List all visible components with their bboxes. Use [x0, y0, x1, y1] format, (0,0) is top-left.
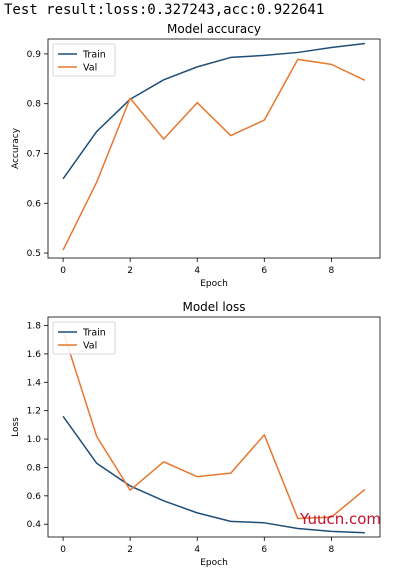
x-tick-label: 0 [60, 545, 66, 555]
x-tick-label: 2 [127, 545, 133, 555]
series-line-train [62, 42, 365, 180]
series-line-train [62, 415, 365, 534]
legend: Train Val [52, 43, 116, 77]
y-tick-label: 0.7 [27, 149, 41, 159]
series-line-val [62, 58, 366, 251]
y-tick-label: 1.0 [27, 435, 42, 445]
y-tick-label: 0.5 [27, 249, 41, 259]
y-tick-label: 0.4 [27, 520, 42, 530]
y-tick-label: 1.4 [27, 378, 42, 388]
y-tick-label: 0.6 [27, 199, 42, 209]
legend: Train Val [52, 321, 116, 355]
legend-label: Train [82, 50, 106, 61]
x-tick-label: 2 [127, 266, 133, 276]
legend-label: Val [83, 341, 97, 352]
y-tick-label: 1.2 [27, 407, 41, 417]
x-axis-label: Epoch [200, 279, 228, 289]
test-result-text: Test result:loss:0.327243,acc:0.922641 [4, 2, 325, 18]
series-line-val [62, 330, 366, 520]
loss-chart: Model loss 0 2 4 6 8 0.4 0.6 0.8 1.0 1.2 1.4 1.6 1.8 E… [11, 300, 381, 568]
plot-frame [47, 316, 381, 538]
y-tick-label: 0.6 [27, 492, 42, 502]
y-tick-label: 0.8 [27, 100, 42, 110]
y-tick-label: 1.8 [27, 322, 42, 332]
plot-frame [47, 38, 381, 259]
y-axis-label: Accuracy [11, 127, 21, 169]
accuracy-chart: Model accuracy 0 2 4 6 8 0.5 0.6 0.7 0.8 0.9 Epoch A… [11, 22, 381, 289]
legend-label: Train [82, 328, 106, 339]
chart-title: Model loss [182, 300, 245, 314]
legend-label: Val [83, 63, 97, 74]
x-tick-label: 4 [194, 266, 200, 276]
x-tick-label: 6 [261, 545, 267, 555]
y-axis-label: Loss [11, 417, 21, 437]
x-axis-label: Epoch [200, 558, 228, 568]
x-tick-label: 8 [329, 266, 335, 276]
y-tick-label: 0.8 [27, 463, 42, 473]
y-tick-label: 0.9 [27, 50, 42, 60]
x-tick-label: 4 [194, 545, 200, 555]
y-tick-label: 1.6 [27, 350, 42, 360]
x-tick-label: 8 [329, 545, 335, 555]
watermark: Yuucn.com [300, 510, 382, 528]
chart-title: Model accuracy [167, 22, 261, 36]
x-tick-label: 0 [60, 266, 66, 276]
x-tick-label: 6 [261, 266, 267, 276]
